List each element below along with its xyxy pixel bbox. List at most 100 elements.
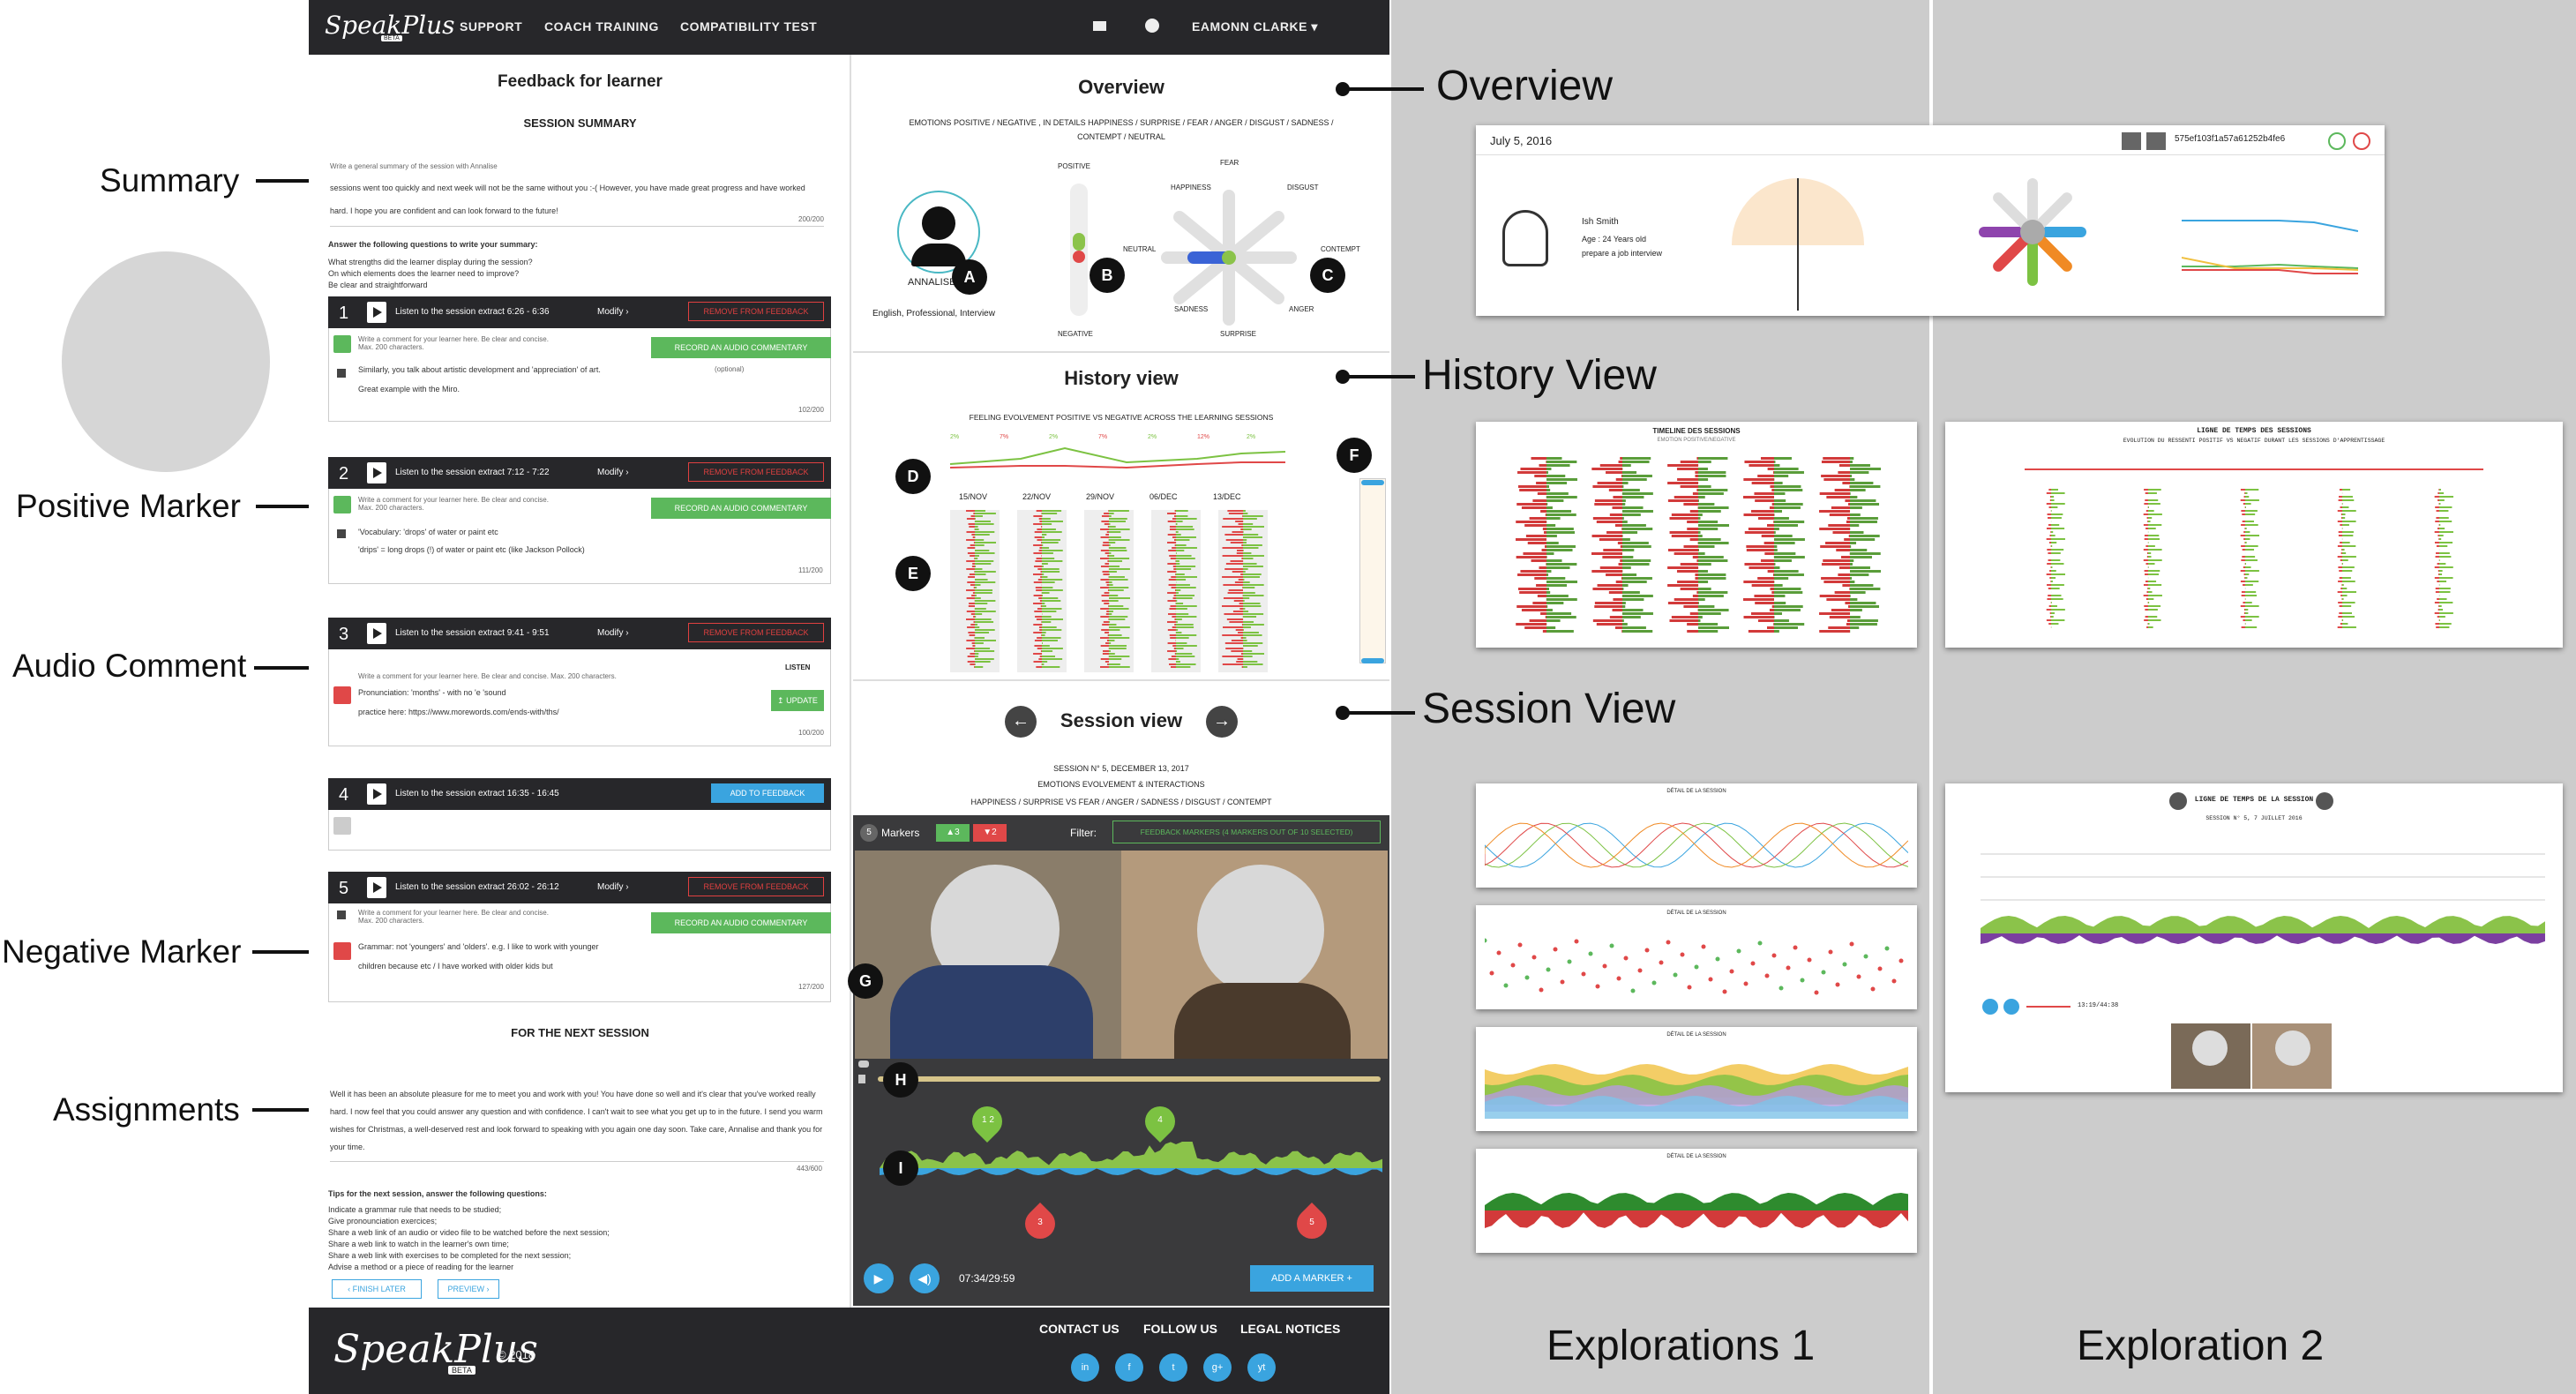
clip-label[interactable]: Listen to the session extract 6:26 - 6:3… [395,307,550,317]
negative-markers-toggle[interactable]: ▼2 [973,824,1007,842]
clip-label[interactable]: Listen to the session extract 7:12 - 7:2… [395,468,550,477]
nav-support[interactable]: SUPPORT [460,19,523,34]
user-menu[interactable]: EAMONN CLARKE ▾ [1192,19,1318,34]
play-icon[interactable] [367,877,386,898]
clip-comment-line1[interactable]: Grammar: not 'youngers' and 'olders'. e.… [358,942,599,951]
scroller-top-handle[interactable] [1361,480,1384,485]
positive-tick [1176,618,1182,620]
previous-session-button[interactable]: ← [1005,706,1037,738]
thumbs-up-icon[interactable] [333,335,351,353]
summary-textarea[interactable]: sessions went too quickly and next week … [330,176,824,227]
thumbs-up-icon[interactable] [333,496,351,513]
preview-button[interactable]: PREVIEW › [438,1279,499,1299]
social-f-icon[interactable]: f [1115,1353,1143,1382]
clip-comment-line1[interactable]: Pronunciation: 'months' - with no 'e 'so… [358,688,506,697]
thumbs-down-icon[interactable] [333,686,351,704]
remove-from-feedback-button[interactable]: REMOVE FROM FEEDBACK [688,462,824,482]
clip-label[interactable]: Listen to the session extract 16:35 - 16… [395,789,559,798]
h1-neg [1819,528,1850,530]
clip-comment-line2[interactable]: Great example with the Miro. [358,385,461,393]
h2-pos [2439,531,2453,533]
sess2-volume-icon[interactable] [2003,999,2019,1015]
play-icon[interactable] [367,302,386,323]
sess2-video-left[interactable] [2171,1023,2250,1089]
record-audio-button[interactable]: RECORD AN AUDIO COMMENTARY [651,498,831,519]
prev-arrow-icon[interactable] [2122,132,2141,150]
sess2-video-right[interactable] [2252,1023,2332,1089]
social-yt-icon[interactable]: yt [1247,1353,1276,1382]
legal-notices-link[interactable]: LEGAL NOTICES [1240,1322,1341,1336]
user-settings-icon[interactable] [1145,19,1159,33]
h1-pos [1850,482,1874,484]
interaction-track[interactable] [878,1076,1381,1082]
nav-compatibility-test[interactable]: COMPATIBILITY TEST [680,19,818,34]
thumbs-down-icon[interactable] [333,942,351,960]
next-session-textarea[interactable]: Well it has been an absolute pleasure fo… [330,1085,824,1162]
record-audio-button[interactable]: RECORD AN AUDIO COMMENTARY [651,912,831,933]
remove-from-feedback-button[interactable]: REMOVE FROM FEEDBACK [688,877,824,896]
mail-icon[interactable] [1093,21,1106,31]
footer-logo[interactable]: SpeakPlus [333,1327,538,1372]
h1-pos [1546,475,1566,477]
listen-label[interactable]: LISTEN [785,663,811,671]
sess2-next-icon[interactable] [2316,792,2333,810]
play-icon[interactable] [367,462,386,483]
positive-tick [1042,513,1058,514]
positive-tick [1042,581,1055,583]
clip-label[interactable]: Listen to the session extract 26:02 - 26… [395,882,559,892]
coach-video[interactable] [1121,851,1388,1059]
positive-markers-toggle[interactable]: ▲3 [936,824,970,842]
sess2-prev-icon[interactable] [2169,792,2187,810]
sess2-play-icon[interactable] [1982,999,1998,1015]
play-icon[interactable] [367,783,386,805]
volume-button[interactable]: ◀) [910,1263,940,1293]
s1-line [1485,822,1908,868]
remove-from-feedback-button[interactable]: REMOVE FROM FEEDBACK [688,302,824,321]
h2-pos [2051,563,2064,565]
clip-comment-line2[interactable]: 'drips' = long drops (!) of water or pai… [358,545,585,554]
logo[interactable]: SpeakPlus [325,11,455,40]
scroller-bottom-handle[interactable] [1361,658,1384,663]
overview-title: Overview [1078,76,1164,98]
modify-link[interactable]: Modify › [597,628,629,638]
h2-neg [2144,605,2148,607]
clip-label[interactable]: Listen to the session extract 9:41 - 9:5… [395,628,550,638]
contact-us-link[interactable]: CONTACT US [1039,1322,1120,1336]
modify-link[interactable]: Modify › [597,307,629,317]
h2-pos [2245,605,2259,607]
finish-later-button[interactable]: ‹ FINISH LATER [332,1279,422,1299]
h2-pos [2051,528,2065,529]
add-to-feedback-button[interactable]: ADD TO FEEDBACK [711,783,824,803]
social-in-icon[interactable]: in [1071,1353,1099,1382]
next-arrow-icon[interactable] [2146,132,2166,150]
clip-comment-line1[interactable]: 'Vocabulary: 'drops' of water or paint e… [358,528,498,536]
learner-video[interactable] [855,851,1121,1059]
follow-us-link[interactable]: FOLLOW US [1143,1322,1217,1336]
social-g+-icon[interactable]: g+ [1203,1353,1232,1382]
h1-pos [1698,573,1726,576]
social-t-icon[interactable]: t [1159,1353,1187,1382]
history-scroller[interactable] [1359,478,1386,663]
nav-coach-training[interactable]: COACH TRAINING [544,19,659,34]
filter-dropdown[interactable]: FEEDBACK MARKERS (4 MARKERS OUT OF 10 SE… [1112,821,1381,843]
next-session-button[interactable]: → [1206,706,1238,738]
pin-label-12: 1 2 [982,1115,994,1125]
play-button[interactable]: ▶ [864,1263,894,1293]
clip-comment-line2[interactable]: practice here: https://www.morewords.com… [358,708,559,716]
add-marker-button[interactable]: ADD A MARKER + [1250,1265,1374,1292]
modify-link[interactable]: Modify › [597,882,629,892]
clip-comment-line2[interactable]: children because etc / I have worked wit… [358,962,553,971]
positive-tick [1042,663,1045,665]
sess2-progress[interactable] [2026,1006,2071,1008]
negative-tick [1100,528,1109,530]
clip-comment-line1[interactable]: Similarly, you talk about artistic devel… [358,365,601,374]
modify-link[interactable]: Modify › [597,468,629,477]
remove-from-feedback-button[interactable]: REMOVE FROM FEEDBACK [688,623,824,642]
update-button[interactable]: ↥ UPDATE [771,690,824,711]
positive-tick [1243,571,1246,573]
h2-pos [2148,524,2162,526]
h1-neg [1744,563,1774,566]
record-audio-button[interactable]: RECORD AN AUDIO COMMENTARY [651,337,831,358]
play-icon[interactable] [367,623,386,644]
h1-neg [1696,457,1698,460]
